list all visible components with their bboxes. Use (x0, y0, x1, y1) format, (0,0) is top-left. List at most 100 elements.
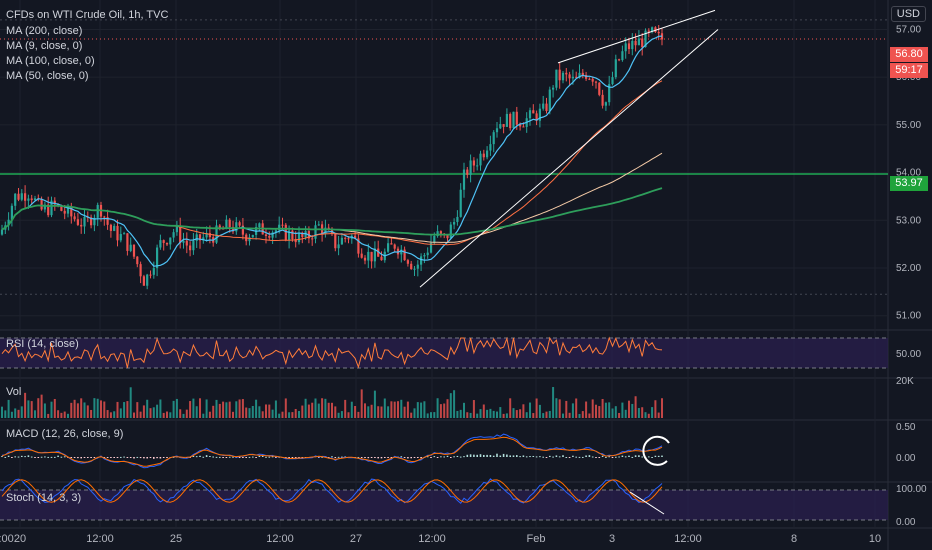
candle-body (274, 230, 277, 233)
volume-bar (538, 404, 541, 418)
macd-histogram-bar (291, 457, 294, 458)
macd-histogram-bar (225, 457, 228, 458)
macd-histogram-bar (565, 456, 568, 458)
currency-button[interactable]: USD (890, 6, 926, 22)
candle-body (53, 200, 56, 205)
macd-histogram-bar (585, 455, 587, 457)
ma-100-label[interactable]: MA (100, close, 0) (6, 55, 95, 67)
volume-bar (301, 405, 304, 418)
macd-tick-label: 0.00 (896, 453, 916, 464)
candle-body (634, 40, 637, 46)
macd-label[interactable]: MACD (12, 26, close, 9) (6, 428, 124, 440)
candle-body (73, 216, 76, 220)
volume-bar (268, 404, 271, 418)
macd-histogram-bar (268, 456, 271, 458)
macd-line (1, 433, 663, 469)
ma-200-label[interactable]: MA (200, close) (6, 25, 83, 37)
volume-bar (568, 412, 571, 418)
macd-histogram-bar (87, 457, 89, 458)
volume-label[interactable]: Vol (6, 386, 22, 398)
ma-50-label[interactable]: MA (50, close, 0) (6, 70, 89, 82)
candle-body (238, 222, 241, 226)
candle-body (403, 249, 406, 261)
macd-histogram-bar (621, 455, 624, 457)
candle-body (578, 72, 581, 78)
volume-bar (357, 411, 360, 418)
stoch-label[interactable]: Stoch (14, 3, 3) (6, 492, 82, 504)
volume-bar (472, 400, 475, 418)
volume-bar (271, 409, 274, 418)
lower-trendline (419, 29, 719, 288)
volume-bar (565, 400, 568, 418)
volume-bar (410, 412, 413, 418)
candle-body (347, 238, 350, 240)
volume-bar (416, 402, 419, 418)
volume-bar (331, 402, 333, 418)
candle-body (373, 248, 376, 262)
macd-histogram-bar (357, 456, 360, 458)
candle-body (284, 224, 287, 241)
macd-histogram-bar (588, 455, 591, 457)
macd-histogram-bar (456, 455, 459, 457)
macd-histogram-bar (446, 455, 449, 457)
volume-bar (340, 411, 343, 418)
macd-histogram-bar (618, 456, 620, 458)
volume-bar (96, 398, 99, 418)
volume-bar (162, 412, 165, 418)
macd-histogram-bar (24, 456, 26, 458)
macd-histogram-bar (506, 454, 508, 457)
rsi-label[interactable]: RSI (14, close) (6, 338, 79, 350)
candle-body (472, 160, 475, 166)
ma-9-label[interactable]: MA (9, close, 0) (6, 40, 83, 52)
candle-body (591, 78, 594, 82)
volume-bar (133, 412, 135, 418)
volume-bar (24, 392, 27, 418)
macd-histogram-bar (139, 457, 142, 459)
candle-body (588, 78, 591, 80)
candle-body (462, 169, 466, 190)
volume-bar (192, 398, 195, 418)
volume-bar (218, 403, 221, 418)
volume-bar (261, 411, 264, 418)
volume-bar (505, 413, 508, 418)
volume-bar (334, 406, 337, 418)
macd-histogram-bar (555, 455, 558, 457)
candle-body (426, 252, 429, 256)
macd-histogram-bar (638, 455, 640, 457)
volume-bar (169, 412, 172, 418)
volume-bar (644, 412, 647, 418)
volume-bar (17, 409, 20, 418)
candle-body (637, 38, 640, 46)
candle-body (400, 249, 403, 255)
volume-bar (255, 399, 258, 418)
candle-body (657, 31, 660, 34)
volume-bar (354, 406, 357, 418)
candle-body (123, 233, 126, 235)
volume-bar (430, 412, 432, 418)
volume-bar (423, 401, 426, 418)
price-tick-label: 57.00 (896, 24, 921, 35)
volume-bar (60, 412, 63, 418)
macd-histogram-bar (380, 457, 383, 459)
macd-histogram-bar (199, 455, 201, 457)
candle-body (83, 216, 86, 227)
macd-histogram-bar (641, 456, 643, 458)
candle-body (7, 219, 10, 226)
macd-histogram-bar (60, 456, 63, 458)
volume-bar (637, 408, 640, 418)
macd-histogram-bar (433, 456, 436, 458)
macd-histogram-bar (648, 456, 650, 458)
time-tick-label: 20 (14, 533, 26, 545)
volume-bar (657, 412, 660, 418)
candle-body (624, 43, 627, 52)
macd-histogram-bar (192, 455, 195, 457)
volume-bar (47, 413, 50, 418)
candle-body (162, 240, 165, 243)
candle-body (208, 233, 211, 238)
volume-bar (14, 408, 17, 418)
candle-body (380, 256, 383, 261)
volume-bar (581, 411, 584, 418)
volume-bar (307, 404, 310, 418)
